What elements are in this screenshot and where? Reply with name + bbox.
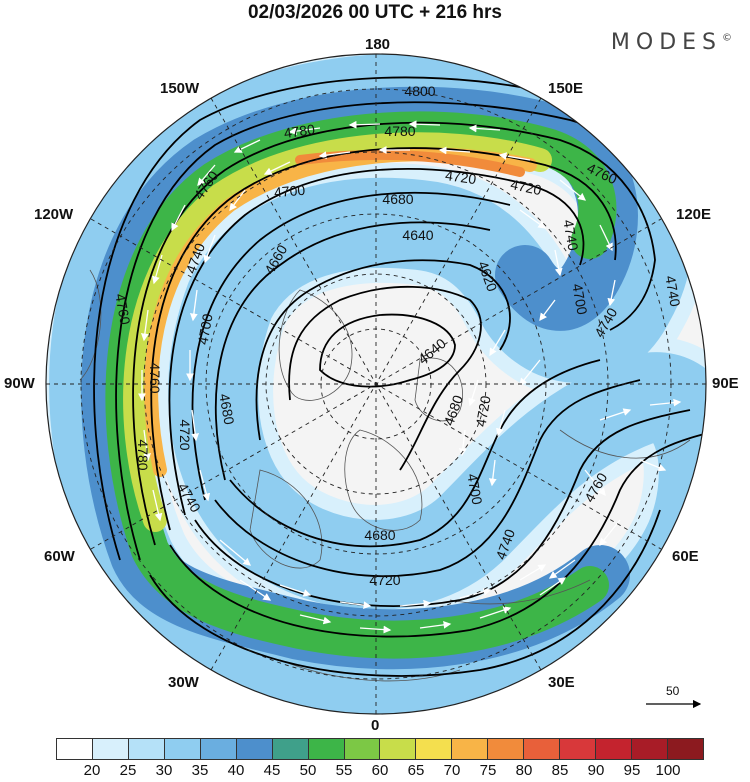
colorbar-swatch — [92, 739, 129, 759]
map-title: 02/03/2026 00 UTC + 216 hrs — [247, 2, 503, 23]
colorbar-tick-label: 70 — [443, 762, 461, 779]
colorbar-swatch — [308, 739, 345, 759]
colorbar-tick-label: 100 — [655, 762, 681, 779]
colorbar-swatch — [596, 739, 632, 759]
jet-band-65 — [123, 132, 552, 532]
colorbar-swatch — [416, 739, 453, 759]
contour-label: 4720 — [472, 394, 493, 428]
contour-lower-4700 — [214, 379, 641, 577]
disk-border — [45, 53, 707, 715]
lon-label-0: 0 — [371, 717, 380, 734]
colorbar-swatch — [380, 739, 417, 759]
colorbar-tick-label: 35 — [191, 762, 209, 779]
contour-label: 4740 — [560, 218, 581, 252]
contour-label: 4740 — [662, 274, 683, 308]
colorbar-tick-label: 75 — [479, 762, 497, 779]
brand-name: MODES — [610, 30, 722, 55]
contour-label: 4780 — [283, 121, 316, 141]
lon-label-30e: 30E — [548, 674, 575, 691]
contour-4760 — [132, 121, 656, 546]
colorbar-tick-label: 60 — [371, 762, 389, 779]
contour-lower-4760 — [149, 509, 661, 677]
reference-vector-arrow — [646, 699, 702, 709]
colorbar-ticks: 20 25 30 35 40 45 50 55 60 65 70 75 80 85 90 95 100 — [56, 762, 704, 782]
contour-label: 4680 — [364, 527, 395, 543]
height-contours — [93, 76, 706, 677]
contour-label: 4760 — [112, 292, 133, 326]
contour-label: 4700 — [464, 472, 485, 506]
colorbar-tick-label: 20 — [83, 762, 101, 779]
lon-label-120w: 120W — [34, 206, 74, 223]
contour-label: 4780 — [384, 123, 415, 139]
contour-label: 4640 — [402, 227, 433, 243]
contour-4700 — [191, 191, 511, 501]
colorbar-tick-label: 95 — [623, 762, 641, 779]
brand-logo: MODES© — [611, 30, 732, 55]
contour-label: 4680 — [382, 191, 413, 207]
colorbar-tick-label: 90 — [587, 762, 605, 779]
colorbar-swatch — [344, 739, 381, 759]
colorbar-tick-label: 25 — [119, 762, 137, 779]
contour-label: 4780 — [135, 439, 151, 470]
brand-mark: © — [722, 32, 732, 44]
contour-label: 4720 — [444, 167, 477, 187]
colorbar-swatch — [452, 739, 489, 759]
colorbar-swatch — [667, 739, 703, 759]
wind-arrows — [138, 120, 682, 634]
colorbar — [56, 738, 704, 760]
colorbar-tick-label: 55 — [335, 762, 353, 779]
contour-label: 4760 — [147, 362, 163, 393]
colorbar-tick-label: 85 — [551, 762, 569, 779]
contour-4720 — [168, 168, 585, 516]
lon-label-90e: 90E — [712, 375, 739, 392]
reference-vector-label: 50 — [666, 684, 680, 698]
contour-label: 4680 — [216, 392, 237, 426]
contour-4620 — [319, 313, 456, 388]
colorbar-swatch — [128, 739, 165, 759]
contour-label: 4720 — [509, 176, 543, 198]
colorbar-tick-label: 40 — [227, 762, 245, 779]
colorbar-swatch — [200, 739, 237, 759]
contour-4680 — [214, 221, 491, 481]
lon-label-90w: 90W — [4, 375, 35, 392]
lon-label-150w: 150W — [160, 80, 200, 97]
contour-label: 4700 — [273, 182, 306, 201]
land-outlines — [79, 269, 691, 682]
contour-4640 — [288, 285, 482, 471]
contour-lower-4680 — [229, 359, 601, 548]
contour-4800 — [93, 76, 581, 561]
colorbar-swatch — [57, 739, 93, 759]
colorbar-tick-label: 45 — [263, 762, 281, 779]
contour-label: 4720 — [369, 572, 400, 588]
colorbar-swatch — [272, 739, 309, 759]
colorbar-tick-label: 30 — [155, 762, 173, 779]
lon-label-150e: 150E — [548, 80, 584, 97]
lon-label-60e: 60E — [672, 548, 699, 565]
contour-4740 — [150, 147, 617, 531]
colorbar-swatch — [560, 739, 597, 759]
colorbar-swatch — [524, 739, 561, 759]
lon-label-180: 180 — [365, 36, 391, 53]
colorbar-tick-label: 50 — [299, 762, 317, 779]
colorbar-swatch — [488, 739, 525, 759]
colorbar-swatch — [164, 739, 201, 759]
lon-label-60w: 60W — [44, 548, 75, 565]
colorbar-swatch — [632, 739, 668, 759]
contour-label: 4720 — [177, 419, 193, 450]
reference-vector: 50 — [644, 684, 704, 710]
lon-label-30w: 30W — [168, 674, 199, 691]
contour-label: 4700 — [569, 282, 590, 316]
contour-4660 — [255, 259, 511, 441]
colorbar-tick-label: 80 — [515, 762, 533, 779]
contour-label: 4700 — [194, 312, 215, 346]
colorbar-swatch — [236, 739, 273, 759]
colorbar-tick-label: 65 — [407, 762, 425, 779]
lon-label-120e: 120E — [676, 206, 712, 223]
contour-lower-4740 — [169, 429, 706, 638]
contour-label: 4800 — [404, 83, 435, 99]
graticule — [46, 54, 706, 714]
